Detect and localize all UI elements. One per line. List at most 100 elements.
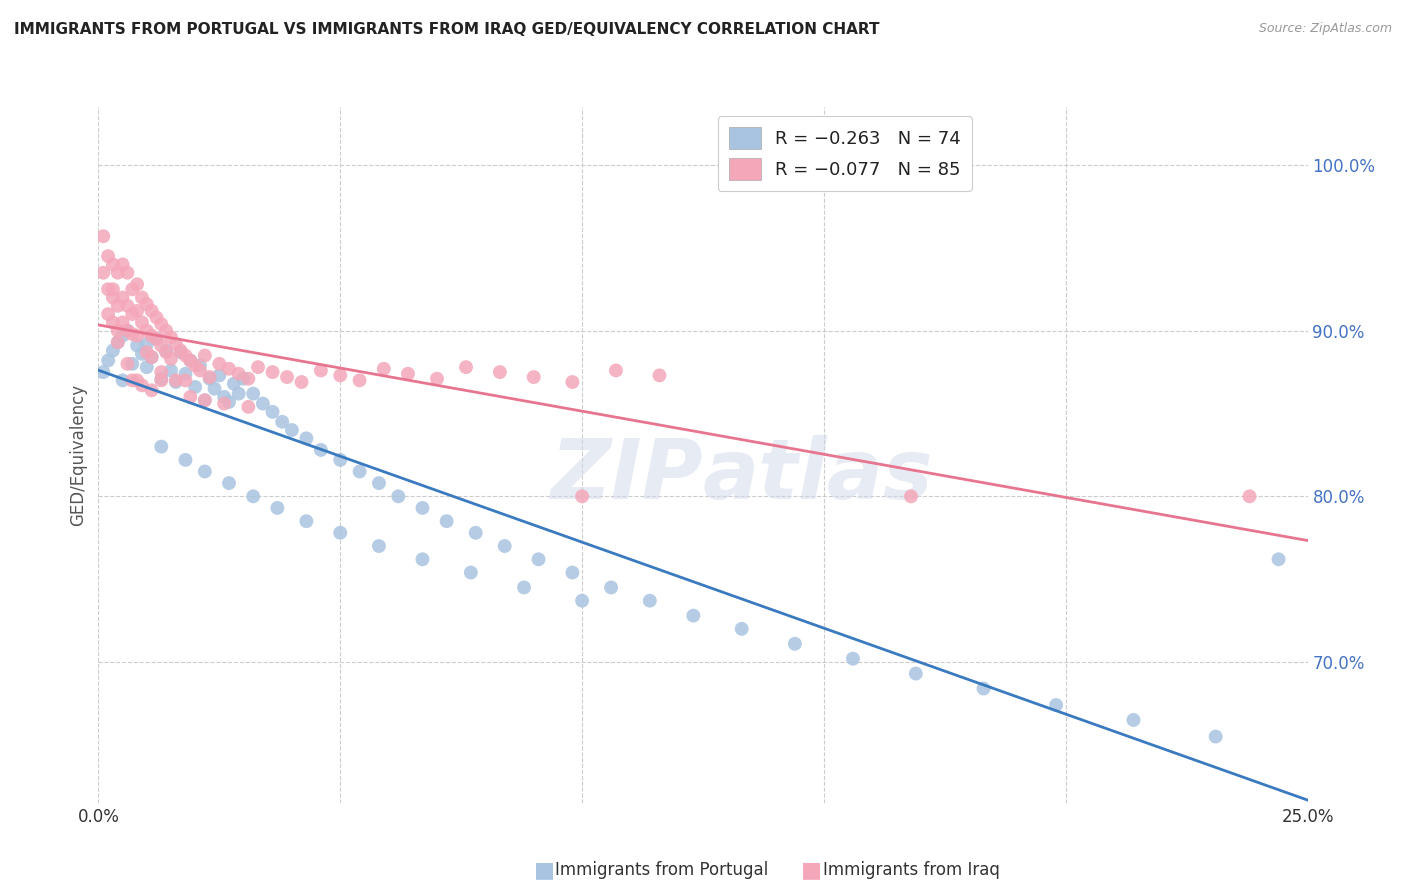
Point <box>107 266 129 280</box>
Point <box>571 593 593 607</box>
Text: atlas: atlas <box>703 435 934 516</box>
Point <box>411 500 433 515</box>
Point <box>194 393 217 408</box>
Point <box>150 338 173 352</box>
Point <box>91 266 114 280</box>
Point <box>174 453 197 467</box>
Text: Immigrants from Iraq: Immigrants from Iraq <box>823 861 1000 879</box>
Point <box>387 489 409 503</box>
Point <box>329 368 352 383</box>
Point <box>155 324 177 338</box>
Point <box>290 375 312 389</box>
Point <box>212 396 235 410</box>
Point <box>489 365 512 379</box>
Point <box>117 299 139 313</box>
Point <box>117 324 139 338</box>
Point <box>281 423 304 437</box>
Point <box>117 266 139 280</box>
Point <box>160 363 183 377</box>
Point <box>194 393 217 408</box>
Point <box>107 324 129 338</box>
Point <box>238 372 260 386</box>
Point <box>904 666 927 681</box>
Text: Immigrants from Portugal: Immigrants from Portugal <box>555 861 769 879</box>
Point <box>107 335 129 350</box>
Point <box>131 315 153 329</box>
Point <box>141 303 163 318</box>
Point <box>165 373 187 387</box>
Point <box>155 343 177 358</box>
Point <box>101 282 124 296</box>
Point <box>368 476 391 491</box>
Point <box>174 349 197 363</box>
Point <box>247 360 270 375</box>
Point <box>783 637 806 651</box>
Point <box>174 367 197 381</box>
Point <box>150 365 173 379</box>
Point <box>145 332 167 346</box>
Point <box>295 431 318 445</box>
Point <box>101 315 124 329</box>
Point <box>1205 730 1227 744</box>
Point <box>198 372 221 386</box>
Point <box>97 353 120 368</box>
Point <box>349 373 371 387</box>
Point <box>527 552 550 566</box>
Point <box>271 415 294 429</box>
Point <box>111 373 134 387</box>
Legend: R = −0.263   N = 74, R = −0.077   N = 85: R = −0.263 N = 74, R = −0.077 N = 85 <box>717 116 972 191</box>
Point <box>232 372 254 386</box>
Point <box>179 353 201 368</box>
Point <box>127 328 149 343</box>
Point <box>309 363 332 377</box>
Point <box>150 440 173 454</box>
Point <box>107 299 129 313</box>
Point <box>135 345 157 359</box>
Point <box>188 363 211 377</box>
Point <box>155 345 177 359</box>
Point <box>523 370 546 384</box>
Point <box>228 386 250 401</box>
Point <box>131 378 153 392</box>
Point <box>1045 698 1067 712</box>
Point <box>107 335 129 350</box>
Point <box>145 332 167 346</box>
Point <box>561 375 583 389</box>
Point <box>121 282 143 296</box>
Point <box>165 337 187 351</box>
Point <box>101 257 124 271</box>
Point <box>238 400 260 414</box>
Point <box>194 349 217 363</box>
Point <box>204 382 226 396</box>
Text: Source: ZipAtlas.com: Source: ZipAtlas.com <box>1258 22 1392 36</box>
Point <box>218 361 240 376</box>
Point <box>252 396 274 410</box>
Point <box>141 328 163 343</box>
Point <box>121 326 143 341</box>
Point <box>218 395 240 409</box>
Point <box>135 360 157 375</box>
Point <box>242 489 264 503</box>
Point <box>131 291 153 305</box>
Point <box>141 350 163 364</box>
Point <box>208 368 231 383</box>
Point <box>605 363 627 377</box>
Point <box>228 367 250 381</box>
Point <box>842 651 865 665</box>
Point <box>900 489 922 503</box>
Point <box>218 476 240 491</box>
Point <box>121 373 143 387</box>
Point <box>1239 489 1261 503</box>
Point <box>460 566 482 580</box>
Point <box>101 291 124 305</box>
Point <box>561 566 583 580</box>
Point <box>179 353 201 368</box>
Point <box>396 367 419 381</box>
Point <box>600 581 623 595</box>
Point <box>1122 713 1144 727</box>
Point <box>266 500 288 515</box>
Point <box>160 330 183 344</box>
Point <box>513 581 536 595</box>
Point <box>184 380 207 394</box>
Point <box>117 357 139 371</box>
